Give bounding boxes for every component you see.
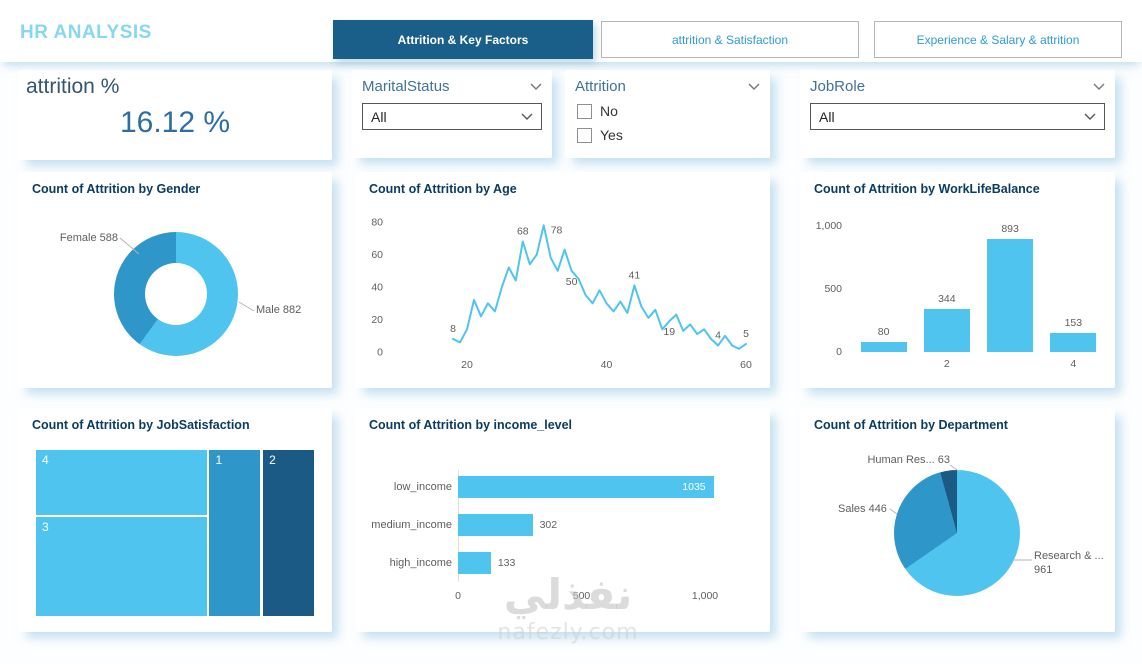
svg-text:60: 60 — [740, 359, 752, 371]
page-title: HR ANALYSIS — [20, 22, 152, 43]
slicer-attrition: Attrition No Yes — [565, 70, 770, 158]
svg-text:60: 60 — [371, 249, 383, 261]
svg-text:20: 20 — [461, 359, 473, 371]
donut-label-male: Male 882 — [256, 304, 302, 316]
svg-text:41: 41 — [629, 269, 641, 281]
svg-text:0: 0 — [377, 347, 383, 359]
bar-value-label: 1035 — [682, 481, 706, 493]
treemap-cell-1[interactable]: 1 — [209, 450, 261, 616]
slicer-title-attrition: Attrition — [575, 78, 626, 95]
bar-income-high_income[interactable] — [458, 552, 491, 574]
checkbox-row-yes[interactable]: Yes — [565, 119, 770, 143]
treemap-cell-label: 1 — [215, 453, 223, 467]
bar-worklifebalance-4[interactable] — [1050, 332, 1097, 352]
svg-text:78: 78 — [551, 224, 563, 236]
chart-title: Count of Attrition by WorkLifeBalance — [814, 182, 1040, 196]
bar-income-low_income[interactable] — [458, 476, 714, 498]
bar-worklifebalance-2[interactable] — [923, 308, 970, 352]
checkbox-label-yes: Yes — [600, 127, 623, 143]
bar-worklifebalance-1[interactable] — [860, 341, 907, 352]
chevron-down-icon[interactable] — [530, 83, 542, 91]
chart-card-department: Count of Attrition by Department Human R… — [800, 408, 1115, 632]
category-label: low_income — [393, 481, 452, 493]
svg-text:40: 40 — [371, 282, 383, 294]
chart-card-jobsatisfaction: Count of Attrition by JobSatisfaction 4 3… — [18, 408, 332, 632]
svg-text:68: 68 — [517, 226, 529, 238]
pie-label-human-resources: Human Res... 63 — [867, 454, 950, 466]
gender-donut[interactable] — [114, 232, 238, 356]
chart-title: Count of Attrition by Gender — [32, 182, 201, 196]
job-role-select[interactable]: All — [810, 103, 1105, 130]
tab-experience-salary-attrition[interactable]: Experience & Salary & attrition — [874, 21, 1122, 58]
income-card: Count of Attrition by income_level low_i… — [355, 408, 770, 632]
kpi-value: 16.12 % — [119, 106, 231, 139]
bar-worklifebalance-3[interactable] — [987, 239, 1034, 352]
jobsatisfaction-treemap: 4 3 1 2 — [36, 450, 314, 616]
chart-title: Count of Attrition by JobSatisfaction — [32, 418, 250, 432]
treemap-cell-label: 4 — [42, 453, 49, 467]
bar-value-label: 80 — [877, 325, 890, 338]
donut-label-female: Female 588 — [59, 232, 118, 244]
svg-text:50: 50 — [566, 276, 578, 288]
checkbox-row-no[interactable]: No — [565, 95, 770, 119]
chevron-down-icon[interactable] — [748, 83, 760, 91]
svg-text:40: 40 — [601, 359, 613, 371]
checkbox-label-no: No — [600, 103, 618, 119]
slicer-title-job-role: JobRole — [810, 78, 866, 95]
kpi-label: attrition % — [26, 75, 120, 98]
bar-income-medium_income[interactable] — [458, 514, 533, 536]
chart-card-gender: Count of Attrition by Gender Female 588 … — [18, 172, 332, 388]
bar-value-label: 344 — [938, 292, 956, 305]
bar-value-label: 133 — [497, 557, 516, 569]
age-line-chart[interactable]: 0 20 40 60 80 20 40 60 8 68 78 50 41 19 4 5 — [355, 172, 770, 388]
pie-value-research: 961 — [1034, 564, 1053, 576]
svg-text:5: 5 — [743, 328, 749, 340]
tab-attrition-key-factors[interactable]: Attrition & Key Factors — [333, 20, 593, 59]
slicer-job-role: JobRole All — [800, 70, 1115, 158]
svg-text:8: 8 — [450, 323, 456, 335]
bar-value-label: 153 — [1064, 316, 1083, 329]
pie-label-research: Research & ... — [1034, 550, 1104, 562]
treemap-cell-3[interactable]: 3 — [36, 517, 207, 616]
header-bar: HR ANALYSIS Attrition & Key Factors attr… — [0, 0, 1142, 62]
checkbox-no[interactable] — [577, 103, 592, 119]
checkbox-yes[interactable] — [577, 127, 592, 143]
treemap-cell-4[interactable]: 4 — [36, 450, 207, 516]
svg-text:4: 4 — [715, 330, 721, 342]
treemap-cell-label: 2 — [269, 453, 276, 467]
slicer-title-marital-status: MaritalStatus — [362, 78, 450, 95]
chart-title: Count of Attrition by Age — [369, 182, 517, 196]
category-label: medium_income — [371, 519, 452, 531]
category-label: high_income — [389, 557, 452, 569]
kpi-card-attrition-percent: attrition % 16.12 % — [18, 70, 332, 160]
treemap-cell-2[interactable]: 2 — [263, 450, 314, 616]
treemap-cell-label: 3 — [42, 520, 49, 535]
department-pie[interactable] — [894, 470, 1020, 596]
job-role-selected-value: All — [819, 108, 835, 125]
chevron-down-icon — [521, 113, 533, 121]
bar-value-label: 302 — [539, 519, 558, 531]
marital-status-selected-value: All — [371, 108, 387, 125]
chart-title: Count of Attrition by Department — [814, 418, 1008, 432]
chart-title: Count of Attrition by income_level — [369, 418, 573, 432]
svg-text:20: 20 — [371, 314, 383, 326]
chevron-down-icon — [1084, 113, 1096, 121]
chart-card-age: Count of Attrition by Age 0 20 40 60 80 20 40 6… — [355, 172, 770, 388]
pie-label-sales: Sales 446 — [838, 503, 887, 515]
chevron-down-icon[interactable] — [1093, 83, 1105, 91]
tab-attrition-satisfaction[interactable]: attrition & Satisfaction — [601, 21, 859, 58]
bar-value-label: 893 — [1001, 223, 1019, 236]
svg-text:19: 19 — [663, 326, 675, 338]
svg-text:80: 80 — [371, 217, 383, 229]
marital-status-select[interactable]: All — [362, 103, 542, 130]
slicer-marital-status: MaritalStatus All — [352, 70, 552, 158]
